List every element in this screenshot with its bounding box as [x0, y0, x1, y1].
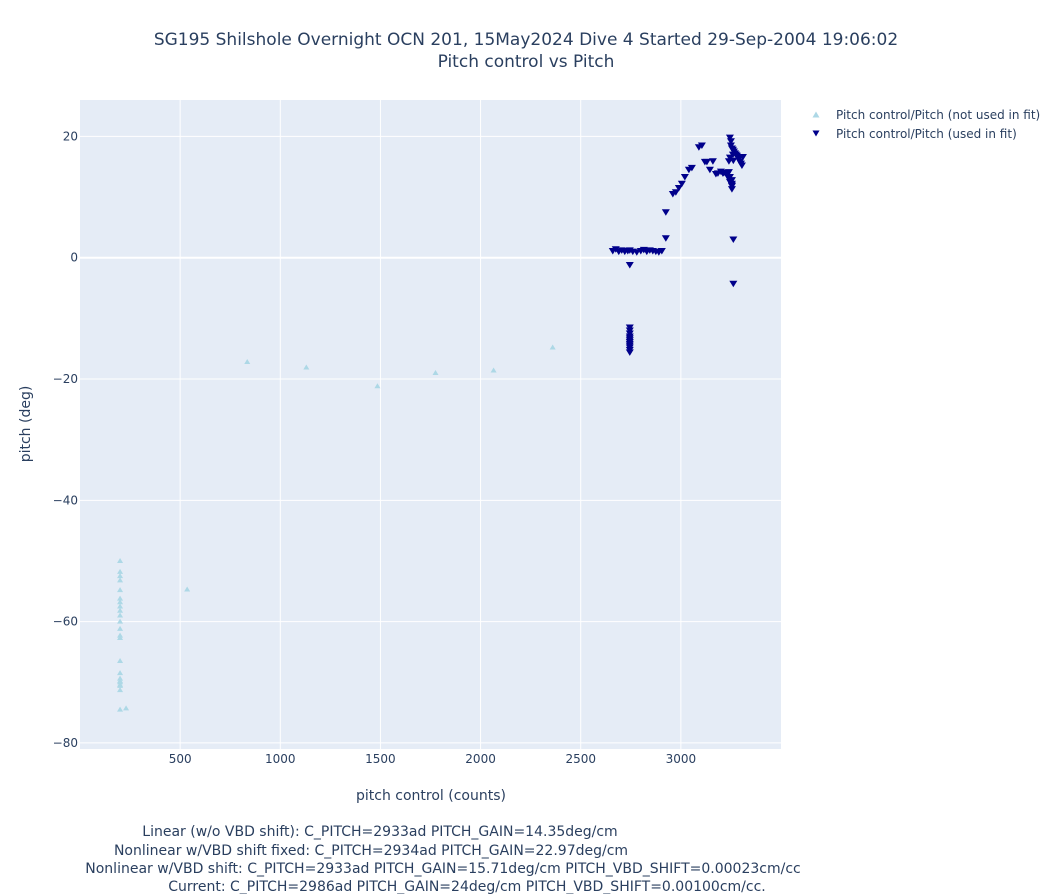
- data-point: [244, 359, 251, 365]
- y-axis-title: pitch (deg): [18, 386, 34, 463]
- fit-current: Current: C_PITCH=2986ad PITCH_GAIN=24deg…: [168, 879, 765, 894]
- data-point: [117, 599, 124, 605]
- fit-results: Linear (w/o VBD shift): C_PITCH=2933ad P…: [85, 824, 800, 894]
- data-point: [117, 706, 124, 712]
- data-point: [184, 586, 191, 592]
- x-tick-label: 1000: [265, 752, 296, 766]
- data-point: [123, 705, 130, 711]
- grid-lines: [80, 100, 781, 749]
- data-point: [727, 186, 736, 193]
- x-tick-label: 2000: [465, 752, 496, 766]
- data-point: [713, 170, 722, 177]
- data-point: [117, 678, 124, 684]
- data-point: [700, 158, 709, 166]
- x-tick-label: 2500: [565, 752, 596, 766]
- data-point: [117, 635, 124, 641]
- data-point: [708, 158, 717, 165]
- data-point: [625, 261, 634, 269]
- y-axis-ticks: 20 0 −20 −40 −60 −80: [53, 129, 78, 750]
- legend-triangle-down-icon: [812, 130, 820, 137]
- data-point: [729, 280, 738, 288]
- data-point: [728, 151, 737, 159]
- data-point: [657, 248, 666, 255]
- fit-nonlinear-fixed: Nonlinear w/VBD shift fixed: C_PITCH=293…: [114, 843, 628, 859]
- data-point: [117, 557, 124, 563]
- legend-item-not-used[interactable]: Pitch control/Pitch (not used in fit): [812, 108, 1041, 122]
- data-point: [117, 577, 124, 583]
- data-point: [117, 681, 124, 687]
- legend-label-not-used: Pitch control/Pitch (not used in fit): [836, 108, 1040, 122]
- fit-linear: Linear (w/o VBD shift): C_PITCH=2933ad P…: [142, 824, 617, 840]
- data-point: [117, 612, 124, 618]
- data-point: [117, 658, 124, 664]
- x-axis-ticks: 500 1000 1500 2000 2500 3000: [169, 752, 696, 766]
- data-point: [374, 383, 381, 389]
- data-point: [117, 618, 124, 624]
- y-tick-label: 20: [63, 129, 78, 143]
- data-point: [737, 162, 746, 170]
- x-tick-label: 1500: [365, 752, 396, 766]
- y-tick-label: −40: [53, 493, 78, 507]
- data-point: [687, 164, 696, 172]
- legend[interactable]: Pitch control/Pitch (not used in fit) Pi…: [812, 108, 1041, 141]
- data-point: [674, 184, 683, 192]
- plot-area: [80, 100, 781, 749]
- data-point: [726, 138, 735, 145]
- data-point: [725, 134, 734, 142]
- data-point: [671, 189, 680, 196]
- data-point: [549, 344, 556, 350]
- data-point: [117, 625, 124, 631]
- data-point: [726, 142, 735, 149]
- data-point: [625, 349, 634, 356]
- data-point: [117, 595, 124, 601]
- data-point: [677, 180, 686, 188]
- data-point: [117, 607, 124, 613]
- chart-title-line-1: SG195 Shilshole Overnight OCN 201, 15May…: [154, 30, 898, 50]
- data-point: [117, 573, 124, 579]
- data-points: [117, 134, 747, 712]
- data-point: [729, 236, 738, 244]
- y-tick-label: −20: [53, 372, 78, 386]
- legend-item-used[interactable]: Pitch control/Pitch (used in fit): [812, 127, 1017, 141]
- data-point: [432, 369, 439, 375]
- data-point: [117, 587, 124, 593]
- data-point: [738, 154, 747, 161]
- data-point: [705, 166, 714, 174]
- fit-nonlinear-shift: Nonlinear w/VBD shift: C_PITCH=2933ad PI…: [85, 861, 800, 877]
- series-not-used-in-fit: [117, 344, 556, 712]
- x-tick-label: 3000: [666, 752, 697, 766]
- chart-title-line-2: Pitch control vs Pitch: [438, 52, 615, 72]
- data-point: [729, 157, 738, 165]
- data-point: [117, 687, 124, 693]
- x-tick-label: 500: [169, 752, 192, 766]
- y-tick-label: 0: [70, 251, 78, 265]
- data-point: [117, 568, 124, 574]
- data-point: [697, 142, 706, 149]
- series-used-in-fit: [608, 134, 747, 356]
- y-tick-label: −80: [53, 736, 78, 750]
- x-axis-title: pitch control (counts): [356, 788, 506, 804]
- legend-triangle-up-icon: [812, 111, 820, 118]
- data-point: [117, 603, 124, 609]
- y-tick-label: −60: [53, 615, 78, 629]
- data-point: [661, 235, 670, 242]
- data-point: [303, 364, 310, 370]
- data-point: [117, 670, 124, 676]
- data-point: [718, 170, 727, 177]
- data-point: [661, 209, 670, 216]
- data-point: [680, 174, 689, 181]
- legend-label-used: Pitch control/Pitch (used in fit): [836, 127, 1017, 141]
- data-point: [490, 367, 497, 373]
